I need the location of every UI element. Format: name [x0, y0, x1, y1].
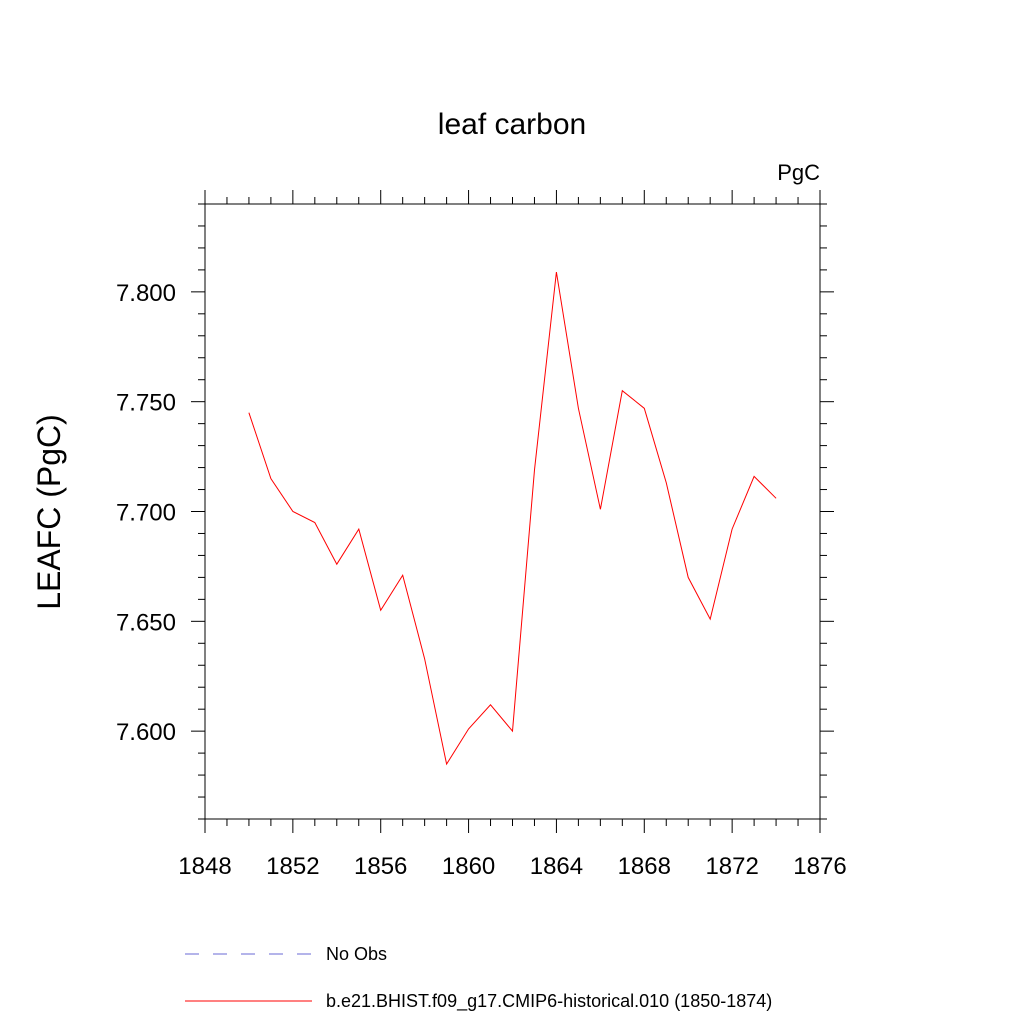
x-tick-label: 1876 — [793, 853, 846, 880]
x-tick-label: 1868 — [618, 853, 671, 880]
y-tick-label: 7.600 — [116, 719, 176, 746]
x-tick-label: 1852 — [266, 853, 319, 880]
tick-labels: 1848 1852 1856 1860 1864 1868 1872 1876 7.600 7.6… — [116, 280, 847, 880]
legend: No Obs b.e21.BHIST.f09_g17.CMIP6-historic… — [185, 944, 772, 1012]
legend-label: No Obs — [326, 944, 387, 964]
series-line — [248, 272, 777, 766]
y-tick-label: 7.750 — [116, 390, 176, 417]
x-tick-label: 1860 — [442, 853, 495, 880]
y-tick-label: 7.650 — [116, 609, 176, 636]
y-tick-label: 7.800 — [116, 280, 176, 307]
x-tick-label: 1864 — [530, 853, 583, 880]
x-tick-label: 1848 — [178, 853, 231, 880]
legend-label: b.e21.BHIST.f09_g17.CMIP6-historical.010… — [326, 991, 772, 1012]
y-axis-label: LEAFC (PgC) — [31, 414, 67, 610]
x-tick-label: 1856 — [354, 853, 407, 880]
series-lines — [248, 272, 777, 766]
x-tick-label: 1872 — [705, 853, 758, 880]
chart-title: leaf carbon — [438, 108, 586, 141]
axis-ticks — [191, 190, 834, 833]
y-tick-label: 7.700 — [116, 500, 176, 527]
units-label: PgC — [777, 160, 820, 185]
